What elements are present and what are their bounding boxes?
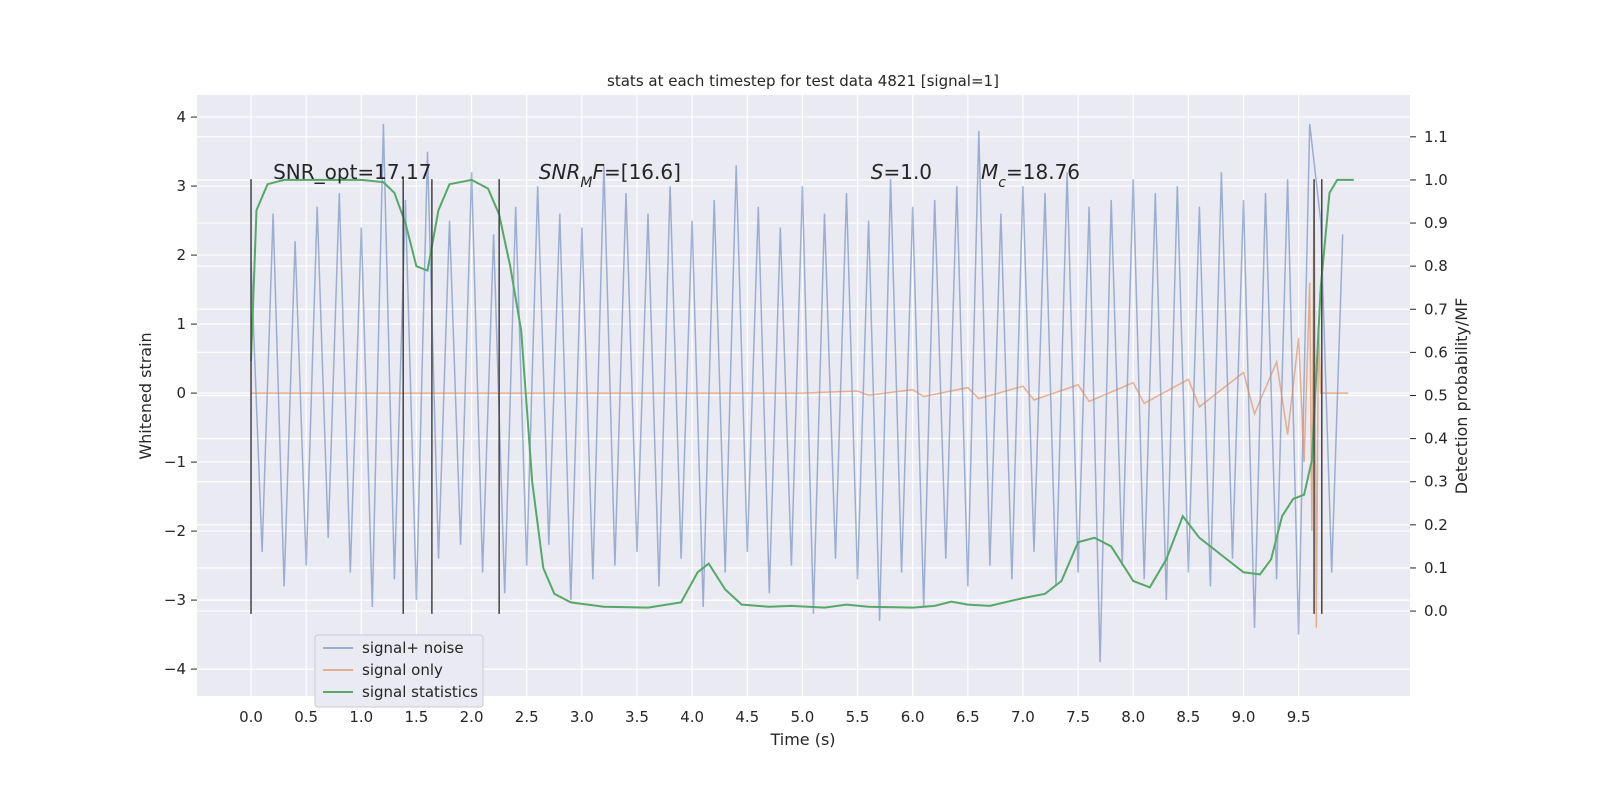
y-tick-label: −2	[164, 522, 186, 540]
y2-tick-label: 0.6	[1424, 343, 1448, 361]
x-tick-label: 3.0	[570, 708, 594, 726]
annotation-part: F	[593, 160, 605, 184]
y2-tick-label: 1.1	[1424, 128, 1448, 146]
annotation-part: M	[580, 175, 592, 191]
annotation-part: c	[998, 175, 1006, 191]
x-axis-label: Time (s)	[769, 730, 835, 749]
annotation-part: SNR	[539, 160, 581, 184]
x-tick-label: 8.5	[1176, 708, 1200, 726]
y2-tick-label: 0.8	[1424, 257, 1448, 275]
y-tick-label: 1	[176, 315, 186, 333]
x-tick-label: 3.5	[625, 708, 649, 726]
series-line	[251, 186, 1349, 628]
x-tick-label: 7.0	[1011, 708, 1035, 726]
legend-label: signal+ noise	[362, 639, 464, 657]
annotation: SNRMF=[16.6]	[539, 160, 681, 191]
x-tick-label: 2.5	[515, 708, 539, 726]
y2-tick-label: 0.7	[1424, 300, 1448, 318]
annotation-part: =1.0	[883, 160, 932, 184]
x-tick-label: 7.5	[1066, 708, 1090, 726]
annotation: Mc=18.76	[981, 160, 1080, 191]
series-line	[250, 123, 1344, 663]
x-tick-label: 5.5	[846, 708, 870, 726]
y2-tick-label: 0.0	[1424, 602, 1448, 620]
y-tick-label: 4	[176, 108, 186, 126]
x-tick-label: 5.0	[790, 708, 814, 726]
y-tick-label: −1	[164, 453, 186, 471]
y2-tick-label: 0.2	[1424, 516, 1448, 534]
y-axis-label: Whitened strain	[136, 332, 155, 459]
x-tick-label: 9.0	[1232, 708, 1256, 726]
y-tick-label: −3	[164, 591, 186, 609]
x-tick-label: 6.0	[901, 708, 925, 726]
x-tick-label: 9.5	[1287, 708, 1311, 726]
y2-tick-label: 1.0	[1424, 171, 1448, 189]
chart-title: stats at each timestep for test data 482…	[607, 72, 999, 90]
x-tick-label: 4.5	[735, 708, 759, 726]
y-tick-label: −4	[164, 660, 186, 678]
legend-label: signal only	[362, 661, 443, 679]
y2-tick-label: 0.1	[1424, 559, 1448, 577]
legend-label: signal statistics	[362, 683, 478, 701]
annotation: SNR_opt=17.17	[273, 160, 431, 184]
annotation-part: M	[981, 160, 998, 184]
annotation-part: =[16.6]	[604, 160, 681, 184]
y2-tick-label: 0.4	[1424, 430, 1448, 448]
legend-box	[314, 634, 484, 708]
annotation: S=1.0	[871, 160, 932, 184]
annotation-part: SNR_opt=17.17	[273, 160, 431, 184]
y2-tick-label: 0.5	[1424, 387, 1448, 405]
x-tick-label: 4.0	[680, 708, 704, 726]
x-tick-label: 0.5	[294, 708, 318, 726]
annotation-part: =18.76	[1006, 160, 1080, 184]
x-tick-label: 2.0	[460, 708, 484, 726]
y2-tick-label: 0.9	[1424, 214, 1448, 232]
series-line	[250, 178, 1354, 609]
x-tick-label: 1.0	[349, 708, 373, 726]
x-tick-label: 0.0	[239, 708, 263, 726]
y2-axis-label: Detection probability/MF	[1452, 298, 1471, 495]
x-tick-label: 8.0	[1121, 708, 1145, 726]
y-tick-label: 2	[176, 246, 186, 264]
y-tick-label: 3	[176, 177, 186, 195]
annotation-part: S	[871, 160, 884, 184]
x-tick-label: 1.5	[405, 708, 429, 726]
y2-tick-label: 0.3	[1424, 473, 1448, 491]
x-tick-label: 6.5	[956, 708, 980, 726]
y-tick-label: 0	[176, 384, 186, 402]
